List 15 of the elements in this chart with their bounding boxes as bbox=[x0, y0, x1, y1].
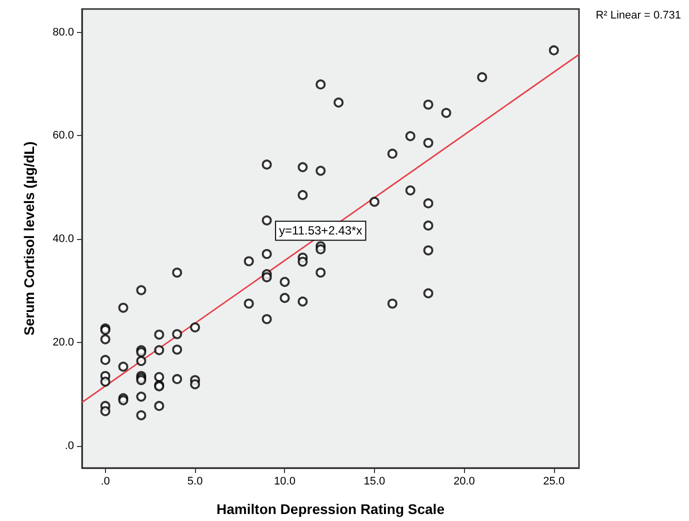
x-tick-label: 5.0 bbox=[187, 476, 203, 488]
y-tick-label: 20.0 bbox=[52, 336, 74, 348]
x-tick-label: 25.0 bbox=[543, 476, 565, 488]
y-axis-title: Serum Cortisol levels (µg/dL) bbox=[21, 142, 37, 336]
x-tick-label: 20.0 bbox=[453, 476, 475, 488]
x-tick-label: 10.0 bbox=[274, 476, 296, 488]
x-axis-title: Hamilton Depression Rating Scale bbox=[216, 501, 445, 517]
annotation: y=11.53+2.43*x bbox=[279, 224, 362, 238]
y-tick-label: 60.0 bbox=[52, 130, 74, 142]
y-tick-label: 40.0 bbox=[52, 233, 74, 246]
x-tick-label: .0 bbox=[100, 476, 110, 488]
y-tick-label: 80.0 bbox=[52, 26, 74, 38]
x-tick-label: 15.0 bbox=[364, 476, 386, 488]
text: R² Linear = 0.731 bbox=[596, 10, 682, 22]
y-tick-label: .0 bbox=[64, 440, 74, 452]
